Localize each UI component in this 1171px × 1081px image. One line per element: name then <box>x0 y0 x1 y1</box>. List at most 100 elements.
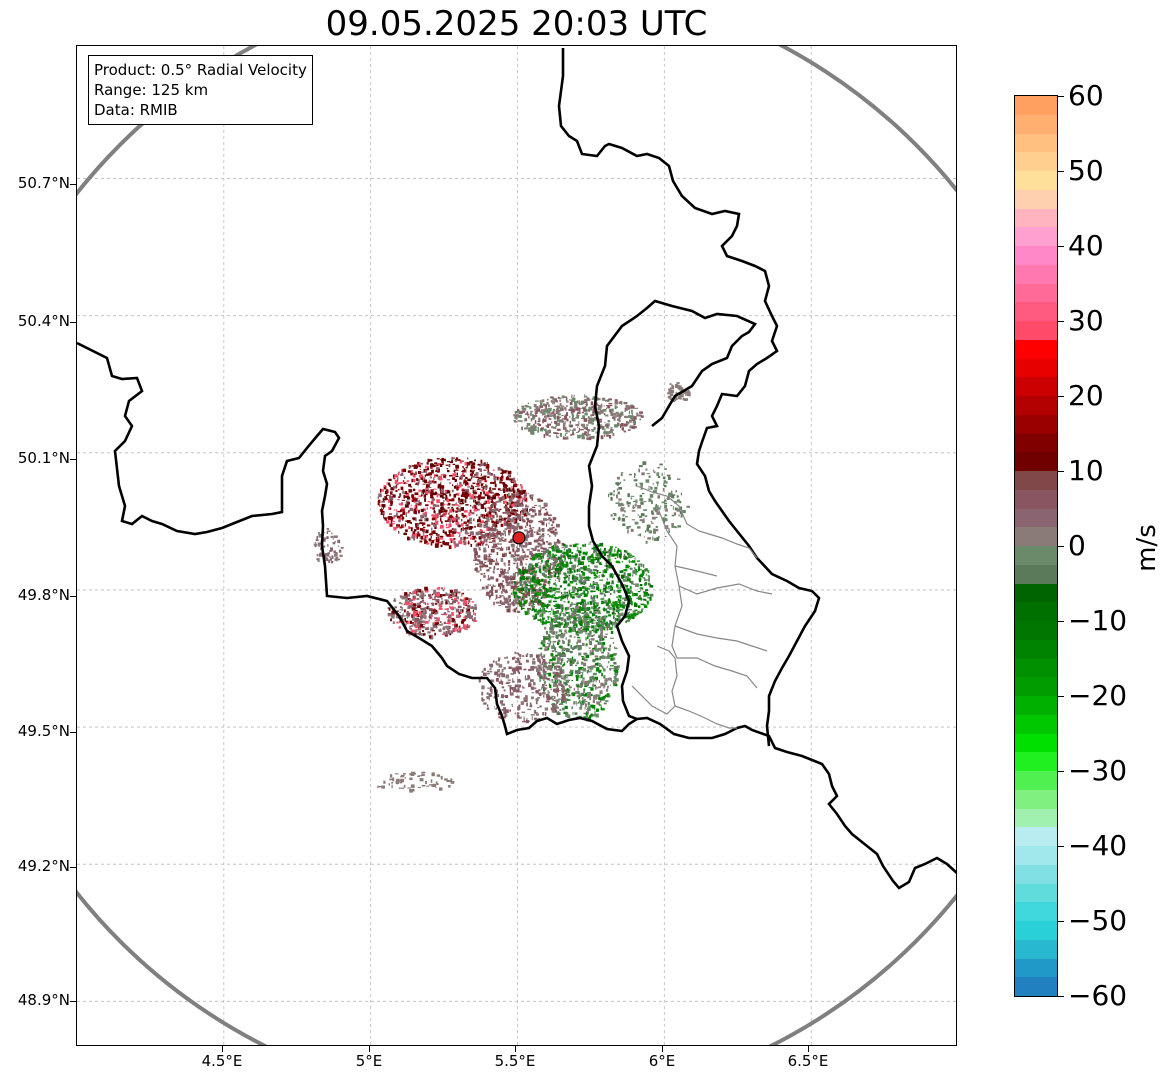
lat-label: 48.9°N <box>17 991 70 1009</box>
colorbar-segment <box>1015 621 1057 640</box>
colorbar <box>1014 95 1058 997</box>
lon-label: 4.5°E <box>201 1052 243 1070</box>
colorbar-tick <box>1058 396 1064 397</box>
colorbar-segment <box>1015 114 1057 134</box>
colorbar-tick-label: 30 <box>1068 304 1104 337</box>
colorbar-segment <box>1015 827 1057 846</box>
colorbar-segment <box>1015 527 1057 546</box>
colorbar-segment <box>1015 883 1057 903</box>
colorbar-tick-label: 20 <box>1068 379 1104 412</box>
chart-title: 09.05.2025 20:03 UTC <box>325 4 708 44</box>
border-france-belgium <box>77 341 956 890</box>
colorbar-segment <box>1015 939 1057 959</box>
colorbar-segment <box>1015 264 1057 284</box>
colorbar-segment <box>1015 377 1057 396</box>
colorbar-segment <box>1015 358 1057 378</box>
colorbar-segment <box>1015 508 1057 528</box>
colorbar-segment <box>1015 977 1057 996</box>
colorbar-segment <box>1015 639 1057 659</box>
lon-tick <box>515 1046 516 1052</box>
colorbar-tick <box>1058 696 1064 697</box>
colorbar-segment <box>1015 714 1057 734</box>
colorbar-segment <box>1015 958 1057 978</box>
colorbar-tick <box>1058 246 1064 247</box>
info-box: Product: 0.5° Radial Velocity Range: 125… <box>88 55 313 125</box>
radar-site-marker <box>512 531 526 545</box>
colorbar-segment <box>1015 152 1057 171</box>
colorbar-segment <box>1015 452 1057 471</box>
lat-label: 49.8°N <box>17 586 70 604</box>
colorbar-segment <box>1015 602 1057 621</box>
colorbar-segment <box>1015 208 1057 228</box>
colorbar-tick-label: 60 <box>1068 79 1104 112</box>
grid-lines <box>77 46 956 1045</box>
colorbar-tick <box>1058 321 1064 322</box>
colorbar-segment <box>1015 696 1057 715</box>
colorbar-tick-label: 10 <box>1068 454 1104 487</box>
colorbar-tick <box>1058 771 1064 772</box>
lon-tick <box>662 1046 663 1052</box>
colorbar-tick-label: 0 <box>1068 529 1086 562</box>
colorbar-segment <box>1015 321 1057 340</box>
lon-tick <box>222 1046 223 1052</box>
colorbar-segment <box>1015 246 1057 265</box>
lon-label: 6°E <box>648 1052 676 1070</box>
colorbar-tick <box>1058 921 1064 922</box>
colorbar-segment <box>1015 283 1057 303</box>
lon-label: 5°E <box>355 1052 383 1070</box>
colorbar-segment <box>1015 227 1057 246</box>
colorbar-tick-label: −20 <box>1068 679 1128 712</box>
colorbar-tick <box>1058 471 1064 472</box>
colorbar-segment <box>1015 864 1057 884</box>
colorbar-segment <box>1015 808 1057 828</box>
country-borders <box>77 48 956 890</box>
colorbar-segment <box>1015 564 1057 584</box>
colorbar-unit-label: m/s <box>1132 524 1162 572</box>
colorbar-segment <box>1015 546 1057 565</box>
colorbar-tick <box>1058 996 1064 997</box>
colorbar-segment <box>1015 302 1057 321</box>
lon-label: 5.5°E <box>494 1052 536 1070</box>
lat-tick <box>70 322 76 323</box>
radar-echoes <box>313 381 691 793</box>
range-ring <box>77 46 956 1045</box>
colorbar-segment <box>1015 902 1057 921</box>
colorbar-segment <box>1015 339 1057 359</box>
border-belgium-lux <box>587 299 758 721</box>
colorbar-tick-label: −60 <box>1068 979 1128 1012</box>
lat-tick <box>70 459 76 460</box>
colorbar-segment <box>1015 433 1057 453</box>
colorbar-segment <box>1015 771 1057 790</box>
colorbar-segment <box>1015 96 1057 115</box>
lon-tick <box>369 1046 370 1052</box>
info-product: Product: 0.5° Radial Velocity <box>94 61 307 79</box>
colorbar-segment <box>1015 583 1057 603</box>
colorbar-segment <box>1015 677 1057 696</box>
colorbar-segment <box>1015 189 1057 209</box>
map-canvas <box>77 46 956 1045</box>
colorbar-segment <box>1015 846 1057 865</box>
colorbar-segment <box>1015 733 1057 753</box>
colorbar-tick-label: 50 <box>1068 154 1104 187</box>
lat-tick <box>70 732 76 733</box>
colorbar-tick <box>1058 621 1064 622</box>
lat-tick <box>70 1001 76 1002</box>
lat-label: 50.7°N <box>17 174 70 192</box>
info-range: Range: 125 km <box>94 81 209 99</box>
colorbar-tick <box>1058 846 1064 847</box>
lat-label: 49.5°N <box>17 722 70 740</box>
colorbar-tick-label: −50 <box>1068 904 1128 937</box>
colorbar-segment <box>1015 658 1057 678</box>
radar-map[interactable] <box>76 45 957 1046</box>
colorbar-tick <box>1058 96 1064 97</box>
lat-label: 50.4°N <box>17 312 70 330</box>
colorbar-segment <box>1015 171 1057 190</box>
colorbar-segment <box>1015 471 1057 490</box>
lat-tick <box>70 867 76 868</box>
colorbar-segment <box>1015 414 1057 434</box>
colorbar-segment <box>1015 752 1057 771</box>
colorbar-tick-label: −30 <box>1068 754 1128 787</box>
lat-tick <box>70 596 76 597</box>
lon-tick <box>808 1046 809 1052</box>
lat-label: 50.1°N <box>17 449 70 467</box>
